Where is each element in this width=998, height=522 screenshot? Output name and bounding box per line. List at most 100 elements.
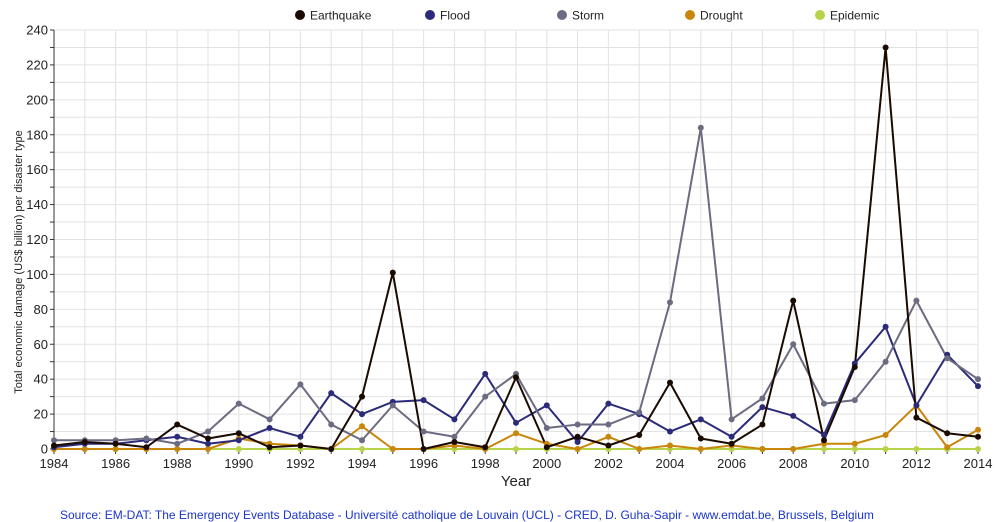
data-point-epidemic[interactable] [513,446,519,452]
data-point-drought[interactable] [697,446,704,452]
data-point-flood[interactable] [667,428,673,435]
data-point-flood[interactable] [451,416,458,423]
data-point-drought[interactable] [605,433,612,440]
data-point-flood[interactable] [482,370,489,377]
data-point-storm[interactable] [605,421,612,428]
data-point-earthquake[interactable] [174,421,181,428]
data-point-storm[interactable] [913,297,920,304]
data-point-epidemic[interactable] [821,446,827,452]
data-point-storm[interactable] [944,355,951,362]
data-point-epidemic[interactable] [975,446,981,452]
data-point-flood[interactable] [174,433,181,440]
data-point-flood[interactable] [543,402,550,409]
data-point-earthquake[interactable] [205,435,211,442]
data-point-drought[interactable] [667,442,673,449]
legend-item-flood[interactable]: Flood [425,9,470,23]
data-point-earthquake[interactable] [636,432,643,439]
data-point-storm[interactable] [451,433,458,440]
data-point-storm[interactable] [328,421,335,428]
data-point-storm[interactable] [851,397,858,404]
data-point-epidemic[interactable] [882,446,889,452]
data-point-drought[interactable] [359,423,365,430]
data-point-storm[interactable] [235,400,242,407]
data-point-flood[interactable] [605,400,612,407]
data-point-flood[interactable] [882,323,889,330]
data-point-earthquake[interactable] [975,433,981,440]
data-point-flood[interactable] [266,425,273,432]
data-point-drought[interactable] [851,440,858,447]
data-point-flood[interactable] [235,437,242,444]
data-point-drought[interactable] [975,426,981,433]
data-point-earthquake[interactable] [451,439,458,446]
data-point-storm[interactable] [205,428,211,435]
data-point-drought[interactable] [112,446,119,452]
data-point-earthquake[interactable] [513,374,519,381]
data-point-earthquake[interactable] [51,442,57,449]
data-point-earthquake[interactable] [235,430,242,437]
data-point-drought[interactable] [574,446,581,452]
data-point-drought[interactable] [759,446,766,452]
data-point-drought[interactable] [944,444,951,451]
data-point-earthquake[interactable] [759,421,766,428]
legend-item-storm[interactable]: Storm [557,9,604,23]
data-point-storm[interactable] [266,416,273,423]
data-point-storm[interactable] [821,400,827,407]
legend-item-epidemic[interactable]: Epidemic [815,9,879,23]
legend-item-earthquake[interactable]: Earthquake [295,9,372,23]
data-point-storm[interactable] [359,437,365,444]
data-point-flood[interactable] [297,433,304,440]
data-point-earthquake[interactable] [389,269,396,276]
data-point-earthquake[interactable] [821,437,827,444]
data-point-earthquake[interactable] [697,435,704,442]
data-point-storm[interactable] [759,395,766,402]
data-point-flood[interactable] [697,416,704,423]
data-point-earthquake[interactable] [482,444,489,451]
data-point-storm[interactable] [420,428,427,435]
data-point-earthquake[interactable] [790,297,797,304]
data-point-earthquake[interactable] [81,439,88,446]
data-point-flood[interactable] [759,404,766,411]
data-point-storm[interactable] [543,425,550,432]
data-point-epidemic[interactable] [235,446,242,452]
data-point-earthquake[interactable] [328,446,335,452]
data-point-flood[interactable] [420,397,427,404]
data-point-storm[interactable] [790,341,797,348]
data-point-flood[interactable] [574,439,581,446]
data-point-drought[interactable] [81,446,88,452]
data-point-flood[interactable] [821,432,827,439]
data-point-flood[interactable] [205,440,211,447]
data-point-storm[interactable] [51,437,57,444]
data-point-epidemic[interactable] [359,446,365,452]
data-point-flood[interactable] [359,411,365,418]
data-point-flood[interactable] [513,419,519,426]
data-point-earthquake[interactable] [112,440,119,447]
data-point-earthquake[interactable] [851,363,858,370]
data-point-storm[interactable] [297,381,304,388]
data-point-drought[interactable] [636,446,643,452]
data-point-earthquake[interactable] [882,44,889,51]
data-point-epidemic[interactable] [913,446,920,452]
data-point-drought[interactable] [174,446,181,452]
data-point-earthquake[interactable] [543,444,550,451]
data-point-storm[interactable] [174,440,181,447]
data-point-storm[interactable] [975,376,981,383]
data-point-flood[interactable] [913,402,920,409]
data-point-flood[interactable] [728,433,735,440]
data-point-earthquake[interactable] [667,379,673,386]
data-point-storm[interactable] [574,421,581,428]
data-point-flood[interactable] [328,390,335,397]
data-point-storm[interactable] [667,299,673,306]
legend-item-drought[interactable]: Drought [685,9,743,23]
data-point-storm[interactable] [143,435,150,442]
data-point-earthquake[interactable] [944,430,951,437]
data-point-drought[interactable] [205,446,211,452]
data-point-earthquake[interactable] [913,414,920,421]
data-point-drought[interactable] [389,446,396,452]
data-point-storm[interactable] [728,416,735,423]
data-point-storm[interactable] [636,409,643,416]
data-point-earthquake[interactable] [605,442,612,449]
data-point-drought[interactable] [513,430,519,437]
data-point-earthquake[interactable] [143,444,150,451]
data-point-drought[interactable] [790,446,797,452]
data-point-earthquake[interactable] [359,393,365,400]
